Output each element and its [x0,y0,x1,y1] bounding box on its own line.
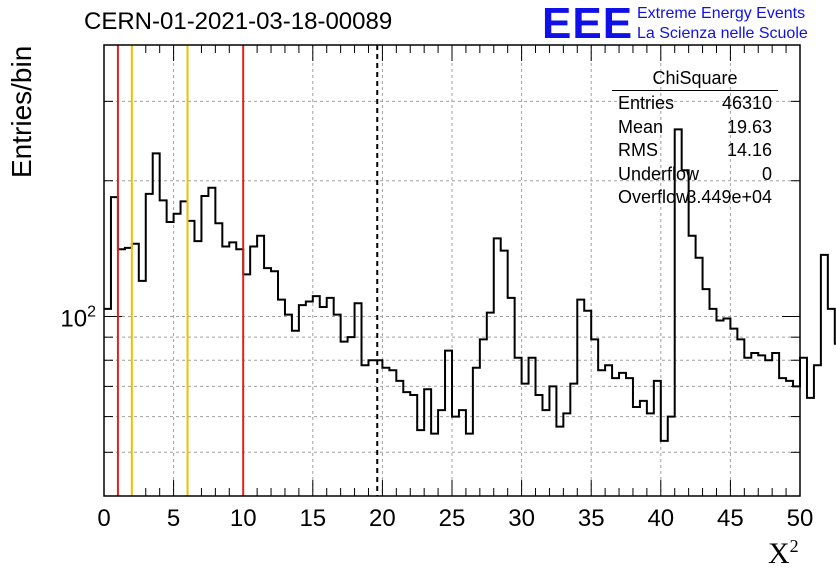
eee-logo: EEE [542,0,634,48]
stats-value: 0 [761,163,772,184]
stats-key: Entries [618,93,675,113]
x-tick-label: 50 [787,505,814,532]
y-tick-label: 102 [60,304,96,333]
stats-row-rms: RMS 14.16 [612,140,778,164]
stats-key: Underflow [618,163,700,184]
y-tick-label-exp: 2 [87,304,96,321]
stats-value: 19.63 [726,116,772,137]
stats-key: RMS [618,140,658,160]
stats-key: Mean [618,116,664,137]
x-axis-label: X2 [768,536,799,571]
x-tick-label: 35 [578,505,605,532]
stats-value: 14.16 [726,140,772,160]
y-tick-label-base: 10 [60,306,87,333]
x-tick-label: 40 [647,505,674,532]
stats-row-mean: Mean 19.63 [612,117,778,141]
logo-text-line2: La Scienza nelle Scuole [637,25,808,42]
x-tick-label: 15 [299,505,326,532]
x-tick-label: 10 [230,505,257,532]
stats-key: Overflow [618,187,690,207]
stats-row-overflow: Overflow 3.449e+04 [612,187,778,211]
x-tick-label: 0 [97,505,110,532]
y-axis-label: Entries/bin [6,45,37,178]
stats-header: ChiSquare [612,68,778,91]
x-axis-label-base: X [768,537,790,570]
x-axis-label-sup: 2 [789,536,799,556]
x-tick-label: 25 [439,505,466,532]
stats-row-entries: Entries 46310 [612,93,778,117]
stats-value: 46310 [721,93,772,113]
x-tick-label: 5 [167,505,180,532]
stats-value: 3.449e+04 [686,187,772,207]
stats-box: ChiSquare Entries 46310 Mean 19.63 RMS 1… [612,68,778,211]
x-tick-label: 30 [508,505,535,532]
histogram-series [104,128,836,442]
stats-row-underflow: Underflow 0 [612,164,778,188]
plot-frame [103,44,801,497]
chart-title: CERN-01-2021-03-18-00089 [84,8,393,35]
x-tick-label: 45 [717,505,744,532]
x-tick-label: 20 [369,505,396,532]
logo-text-line1: Extreme Energy Events [637,5,806,22]
